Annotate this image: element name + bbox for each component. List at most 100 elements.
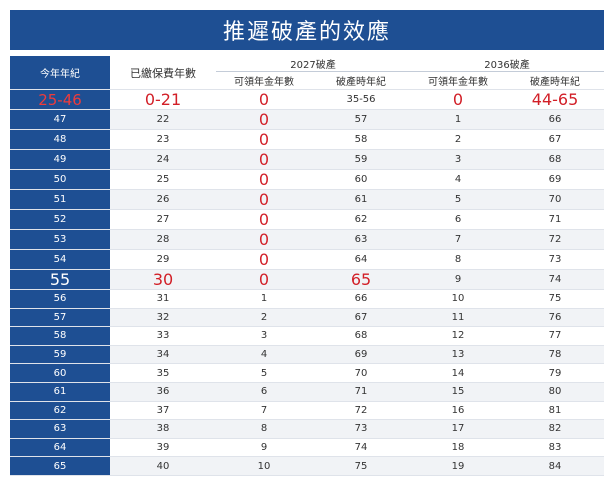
age-cell: 52 <box>10 209 110 230</box>
bankrupt-age-2036-cell: 69 <box>506 169 605 190</box>
table-row: 55 30 0 65 9 74 <box>10 269 605 290</box>
age-cell: 25-46 <box>10 89 110 110</box>
bankrupt-age-2027-cell: 71 <box>312 382 411 402</box>
pension-years-2027-cell: 0 <box>216 229 312 250</box>
age-cell: 65 <box>10 456 110 476</box>
years-paid-cell: 28 <box>110 229 216 250</box>
pension-years-2036-cell: 3 <box>410 149 507 170</box>
page-title: 推遲破產的效應 <box>10 10 604 50</box>
table-row: 53 28 0 63 7 72 <box>10 229 605 250</box>
bankrupt-age-2036-cell: 79 <box>506 363 605 383</box>
header-group-2036: 2036破產 <box>410 56 605 72</box>
bankrupt-age-2036-cell: 81 <box>506 401 605 421</box>
header-pension-years-2027: 可領年金年數 <box>216 71 312 90</box>
pension-years-2027-cell: 10 <box>216 456 312 476</box>
years-paid-cell: 40 <box>110 456 216 476</box>
pension-years-2027-cell: 0 <box>216 269 312 290</box>
table-row: 63 38 8 73 17 82 <box>10 419 605 439</box>
bankrupt-age-2027-cell: 57 <box>312 109 411 130</box>
bankrupt-age-2036-cell: 76 <box>506 308 605 328</box>
years-paid-cell: 0-21 <box>110 89 216 110</box>
pension-years-2027-cell: 8 <box>216 419 312 439</box>
pension-years-2036-cell: 10 <box>410 289 507 309</box>
bankrupt-age-2027-cell: 58 <box>312 129 411 150</box>
table-row: 57 32 2 67 11 76 <box>10 308 605 328</box>
bankrupt-age-2027-cell: 72 <box>312 401 411 421</box>
years-paid-cell: 39 <box>110 438 216 458</box>
bankrupt-age-2036-cell: 74 <box>506 269 605 290</box>
bankrupt-age-2027-cell: 75 <box>312 456 411 476</box>
header-row-top: 今年年紀 已繳保費年數 2027破產 2036破產 <box>10 56 605 90</box>
bankrupt-age-2027-cell: 61 <box>312 189 411 210</box>
pension-years-2027-cell: 9 <box>216 438 312 458</box>
years-paid-cell: 32 <box>110 308 216 328</box>
table-row: 54 29 0 64 8 73 <box>10 249 605 270</box>
pension-years-2036-cell: 7 <box>410 229 507 250</box>
pension-years-2036-cell: 11 <box>410 308 507 328</box>
years-paid-cell: 25 <box>110 169 216 190</box>
bankrupt-age-2027-cell: 66 <box>312 289 411 309</box>
pension-years-2027-cell: 0 <box>216 209 312 230</box>
years-paid-cell: 38 <box>110 419 216 439</box>
years-paid-cell: 22 <box>110 109 216 130</box>
header-pension-years-2036: 可領年金年數 <box>410 71 507 90</box>
bankrupt-age-2027-cell: 65 <box>312 269 411 290</box>
table-row: 48 23 0 58 2 67 <box>10 129 605 150</box>
header-row-sub: 可領年金年數 破產時年紀 可領年金年數 破產時年紀 <box>10 71 605 90</box>
years-paid-cell: 35 <box>110 363 216 383</box>
pension-years-2036-cell: 15 <box>410 382 507 402</box>
pension-years-2027-cell: 6 <box>216 382 312 402</box>
table-body: 25-46 0-21 0 35-56 0 44-65 47 22 0 57 1 66 48 23 0 58 2 6… <box>10 89 605 476</box>
years-paid-cell: 30 <box>110 269 216 290</box>
age-cell: 47 <box>10 109 110 130</box>
table-row: 64 39 9 74 18 83 <box>10 438 605 458</box>
bankrupt-age-2027-cell: 63 <box>312 229 411 250</box>
table-row: 56 31 1 66 10 75 <box>10 289 605 309</box>
pension-years-2036-cell: 2 <box>410 129 507 150</box>
age-cell: 59 <box>10 345 110 365</box>
bankrupt-age-2027-cell: 60 <box>312 169 411 190</box>
bankrupt-age-2027-cell: 70 <box>312 363 411 383</box>
years-paid-cell: 23 <box>110 129 216 150</box>
bankrupt-age-2036-cell: 44-65 <box>506 89 605 110</box>
years-paid-cell: 34 <box>110 345 216 365</box>
age-cell: 57 <box>10 308 110 328</box>
pension-years-2036-cell: 4 <box>410 169 507 190</box>
years-paid-cell: 24 <box>110 149 216 170</box>
age-cell: 62 <box>10 401 110 421</box>
age-cell: 54 <box>10 249 110 270</box>
pension-years-2036-cell: 9 <box>410 269 507 290</box>
table-row: 52 27 0 62 6 71 <box>10 209 605 230</box>
pension-years-2027-cell: 0 <box>216 89 312 110</box>
bankrupt-age-2027-cell: 67 <box>312 308 411 328</box>
bankrupt-age-2036-cell: 84 <box>506 456 605 476</box>
pension-years-2036-cell: 8 <box>410 249 507 270</box>
age-cell: 50 <box>10 169 110 190</box>
bankrupt-age-2027-cell: 69 <box>312 345 411 365</box>
table-row: 61 36 6 71 15 80 <box>10 382 605 402</box>
pension-years-2027-cell: 0 <box>216 189 312 210</box>
table-row: 60 35 5 70 14 79 <box>10 363 605 383</box>
age-cell: 49 <box>10 149 110 170</box>
pension-years-2027-cell: 0 <box>216 149 312 170</box>
age-cell: 56 <box>10 289 110 309</box>
bankrupt-age-2027-cell: 59 <box>312 149 411 170</box>
pension-years-2036-cell: 13 <box>410 345 507 365</box>
pension-years-2036-cell: 16 <box>410 401 507 421</box>
years-paid-cell: 37 <box>110 401 216 421</box>
bankrupt-age-2036-cell: 72 <box>506 229 605 250</box>
pension-years-2027-cell: 0 <box>216 109 312 130</box>
bankrupt-age-2036-cell: 67 <box>506 129 605 150</box>
header-bankrupt-age-2036: 破產時年紀 <box>506 71 605 90</box>
age-cell: 48 <box>10 129 110 150</box>
bankrupt-age-2027-cell: 64 <box>312 249 411 270</box>
years-paid-cell: 27 <box>110 209 216 230</box>
table-row: 51 26 0 61 5 70 <box>10 189 605 210</box>
bankrupt-age-2036-cell: 75 <box>506 289 605 309</box>
years-paid-cell: 26 <box>110 189 216 210</box>
pension-years-2036-cell: 18 <box>410 438 507 458</box>
age-cell: 51 <box>10 189 110 210</box>
pension-years-2036-cell: 0 <box>410 89 507 110</box>
bankrupt-age-2036-cell: 83 <box>506 438 605 458</box>
bankrupt-age-2036-cell: 77 <box>506 326 605 346</box>
